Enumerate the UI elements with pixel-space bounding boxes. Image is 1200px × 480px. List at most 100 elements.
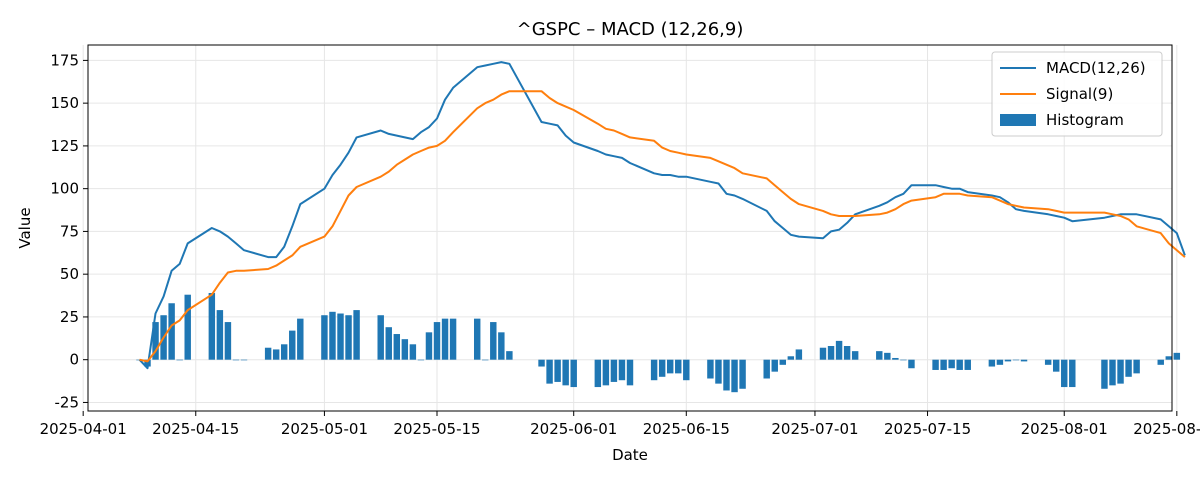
legend: MACD(12,26) Signal(9) Histogram <box>991 51 1163 137</box>
histogram-bar <box>908 359 915 369</box>
histogram-bar <box>1012 359 1020 361</box>
x-tick-label: 2025-04-01 <box>40 420 127 438</box>
histogram-bar <box>964 359 971 370</box>
histogram-bar <box>168 303 175 360</box>
y-axis-title: Value <box>16 207 34 248</box>
histogram-bar <box>409 344 417 360</box>
x-tick-label: 2025-07-01 <box>771 420 858 438</box>
histogram-bar <box>594 359 602 388</box>
series-lines <box>138 61 1186 370</box>
histogram-bar <box>666 359 674 374</box>
histogram-bar <box>683 359 690 381</box>
y-tick-label: 100 <box>50 180 79 198</box>
histogram-bar <box>1125 359 1132 377</box>
histogram-bar <box>393 334 401 360</box>
histogram-bar <box>900 359 907 361</box>
histogram-bar <box>707 359 714 379</box>
histogram-bar <box>1020 359 1028 362</box>
y-tick-label: 50 <box>60 265 79 283</box>
histogram-bar <box>884 352 891 360</box>
histogram-bar <box>779 359 787 365</box>
x-tick-label: 2025-06-01 <box>530 420 617 438</box>
histogram-bar <box>892 357 899 360</box>
histogram-bar <box>482 359 489 361</box>
histogram-bar <box>731 359 738 393</box>
histogram-bar <box>851 351 859 360</box>
histogram-bar <box>441 318 449 360</box>
histogram-bar <box>449 318 457 360</box>
histogram-bar <box>433 322 441 360</box>
histogram-bar <box>1044 359 1052 365</box>
y-tick-label: 75 <box>60 222 79 240</box>
histogram-bar <box>353 310 360 360</box>
histogram-bar <box>835 340 843 360</box>
histogram-bar <box>618 359 626 381</box>
y-tick-label: 25 <box>60 308 79 326</box>
histogram-bar <box>1004 359 1012 362</box>
histogram-bar <box>723 359 730 391</box>
histogram-bar <box>715 359 722 384</box>
histogram-bar <box>1165 356 1172 360</box>
histogram-bar <box>337 313 344 360</box>
histogram-bars <box>136 292 1181 393</box>
histogram-bar <box>988 359 996 367</box>
histogram-bar <box>1173 352 1181 360</box>
histogram-bar <box>843 346 851 360</box>
histogram-bar <box>216 310 224 360</box>
histogram-bar <box>650 359 658 381</box>
histogram-bar <box>602 359 610 386</box>
histogram-bar <box>956 359 963 370</box>
chart-title: ^GSPC – MACD (12,26,9) <box>517 19 744 40</box>
histogram-bar <box>626 359 634 386</box>
histogram-bar <box>321 315 328 360</box>
histogram-bar <box>570 359 577 388</box>
histogram-bar <box>827 346 835 360</box>
histogram-bar <box>329 311 336 360</box>
x-tick-label: 2025-04-15 <box>152 420 239 438</box>
histogram-bar <box>280 344 288 360</box>
histogram-bar <box>425 332 433 360</box>
histogram-bar <box>1157 359 1164 365</box>
legend-histogram-swatch <box>1000 114 1036 126</box>
x-tick-label: 2025-08-01 <box>1021 420 1108 438</box>
histogram-bar <box>787 356 795 360</box>
histogram-bar <box>224 322 232 360</box>
histogram-bar <box>176 359 183 361</box>
histogram-bar <box>1101 359 1108 389</box>
histogram-bar <box>675 359 682 374</box>
histogram-bar <box>345 315 352 360</box>
histogram-bar <box>658 359 666 377</box>
x-axis-title: Date <box>612 446 648 464</box>
histogram-bar <box>932 359 939 370</box>
x-tick-label: 2025-08-15 <box>1133 420 1200 438</box>
histogram-bar <box>819 347 827 360</box>
x-tick-label: 2025-07-15 <box>884 420 971 438</box>
histogram-bar <box>498 332 505 360</box>
histogram-bar <box>184 294 191 360</box>
histogram-bar <box>1069 359 1076 388</box>
histogram-bar <box>1117 359 1124 384</box>
y-axis-ticks: -25 0 25 50 75 100 125 150 175 <box>50 51 88 411</box>
legend-macd-label: MACD(12,26) <box>1046 59 1146 77</box>
y-tick-label: -25 <box>55 393 80 411</box>
histogram-bar <box>538 359 545 367</box>
y-tick-label: 150 <box>50 94 79 112</box>
histogram-bar <box>562 359 569 386</box>
histogram-bar <box>208 292 216 360</box>
histogram-bar <box>473 318 481 360</box>
histogram-bar <box>297 318 304 360</box>
histogram-bar <box>240 359 248 361</box>
histogram-bar <box>1109 359 1116 386</box>
histogram-bar <box>272 349 280 360</box>
plot-frame <box>87 44 1173 412</box>
x-tick-label: 2025-05-15 <box>393 420 480 438</box>
signal-line <box>139 90 1186 363</box>
histogram-bar <box>377 315 384 360</box>
histogram-bar <box>289 330 296 360</box>
histogram-bar <box>771 359 778 372</box>
x-axis-ticks: 2025-04-01 2025-04-15 2025-05-01 2025-05-15… <box>40 411 1200 438</box>
histogram-bar <box>264 347 272 360</box>
histogram-bar <box>996 359 1004 365</box>
histogram-bar <box>948 359 955 369</box>
